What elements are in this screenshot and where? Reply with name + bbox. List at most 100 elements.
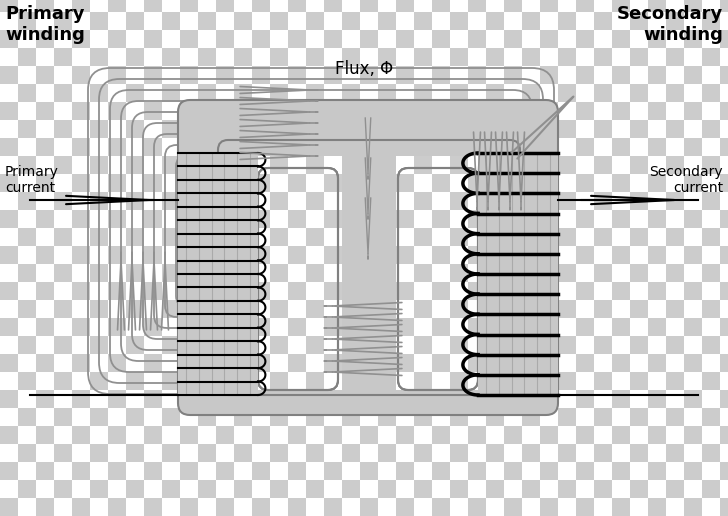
Bar xyxy=(234,192,252,210)
Bar xyxy=(252,102,270,120)
Bar xyxy=(378,210,396,228)
Bar xyxy=(504,174,522,192)
Bar xyxy=(270,156,288,174)
Bar xyxy=(630,300,648,318)
Bar xyxy=(504,336,522,354)
Bar xyxy=(558,282,576,300)
Bar xyxy=(216,444,234,462)
Bar xyxy=(0,498,18,516)
Bar xyxy=(108,444,126,462)
Bar xyxy=(306,138,324,156)
Bar xyxy=(540,192,558,210)
Bar xyxy=(126,66,144,84)
Bar xyxy=(684,336,702,354)
Bar xyxy=(450,156,468,174)
Bar xyxy=(342,174,360,192)
Bar xyxy=(90,462,108,480)
Bar xyxy=(720,282,728,300)
Bar xyxy=(216,66,234,84)
Bar xyxy=(576,480,594,498)
Bar xyxy=(90,174,108,192)
Bar xyxy=(450,336,468,354)
Bar xyxy=(18,156,36,174)
Bar xyxy=(234,12,252,30)
Bar xyxy=(270,12,288,30)
Bar xyxy=(522,444,540,462)
Bar xyxy=(648,300,666,318)
Bar xyxy=(342,462,360,480)
Bar xyxy=(198,246,216,264)
Bar xyxy=(558,372,576,390)
Bar xyxy=(144,444,162,462)
Bar xyxy=(666,48,684,66)
Bar xyxy=(486,426,504,444)
Bar xyxy=(414,354,432,372)
Bar xyxy=(522,174,540,192)
Bar xyxy=(234,426,252,444)
Bar xyxy=(234,354,252,372)
Bar xyxy=(90,192,108,210)
Bar xyxy=(684,66,702,84)
Bar xyxy=(450,192,468,210)
Bar xyxy=(36,192,54,210)
Bar xyxy=(108,462,126,480)
Bar xyxy=(504,0,522,12)
Bar xyxy=(414,282,432,300)
Bar xyxy=(180,444,198,462)
Bar xyxy=(720,408,728,426)
Bar xyxy=(270,282,288,300)
Bar xyxy=(594,282,612,300)
Bar xyxy=(72,210,90,228)
Bar xyxy=(90,246,108,264)
Bar xyxy=(234,66,252,84)
Bar xyxy=(180,48,198,66)
Bar xyxy=(360,30,378,48)
Bar xyxy=(558,84,576,102)
Bar xyxy=(540,264,558,282)
Bar xyxy=(306,228,324,246)
Bar xyxy=(558,426,576,444)
Bar xyxy=(702,336,720,354)
Bar xyxy=(720,156,728,174)
Bar xyxy=(252,282,270,300)
Bar xyxy=(288,66,306,84)
Bar xyxy=(216,498,234,516)
Bar xyxy=(594,138,612,156)
Bar xyxy=(54,84,72,102)
Bar xyxy=(396,84,414,102)
Bar xyxy=(666,138,684,156)
Bar xyxy=(324,336,342,354)
Bar xyxy=(396,480,414,498)
Bar xyxy=(288,282,306,300)
Bar xyxy=(108,498,126,516)
Bar xyxy=(288,390,306,408)
Bar xyxy=(162,480,180,498)
Bar xyxy=(558,228,576,246)
Bar xyxy=(504,426,522,444)
Bar xyxy=(270,174,288,192)
Bar xyxy=(576,390,594,408)
Bar xyxy=(504,462,522,480)
Bar xyxy=(702,174,720,192)
Bar xyxy=(342,48,360,66)
Bar xyxy=(684,0,702,12)
Bar xyxy=(360,0,378,12)
Bar xyxy=(414,192,432,210)
Bar xyxy=(396,210,414,228)
Bar xyxy=(108,426,126,444)
Bar xyxy=(558,192,576,210)
Bar xyxy=(252,480,270,498)
Bar xyxy=(342,426,360,444)
Bar xyxy=(198,354,216,372)
Bar xyxy=(54,174,72,192)
Bar xyxy=(522,210,540,228)
Bar xyxy=(468,282,486,300)
Bar xyxy=(432,336,450,354)
Bar xyxy=(450,246,468,264)
Bar xyxy=(468,390,486,408)
Bar xyxy=(54,300,72,318)
Bar xyxy=(702,318,720,336)
Bar xyxy=(720,30,728,48)
Bar xyxy=(702,0,720,12)
Bar xyxy=(432,30,450,48)
